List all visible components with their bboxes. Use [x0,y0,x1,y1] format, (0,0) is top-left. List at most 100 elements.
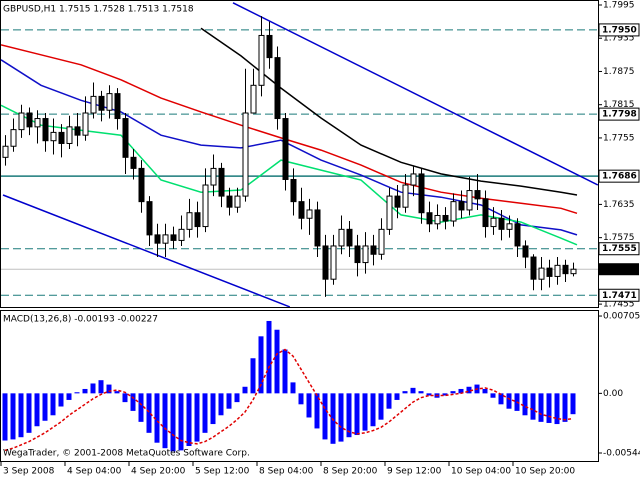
candle-body [226,195,233,208]
macd-bar [410,387,416,394]
macd-bar [442,393,448,396]
candle-body [18,112,25,131]
x-tick-label: 4 Sep 20:00 [131,467,186,477]
macd-bar [322,393,328,440]
macd-bar [490,393,496,398]
candle-body [266,34,273,59]
candle-body [410,173,417,186]
candle-body [530,256,537,280]
macd-bar [274,329,280,394]
macd-bar [554,393,560,425]
candle-body [442,214,449,222]
macd-bar [74,392,80,394]
moving-average [200,27,578,196]
macd-bar [82,388,88,394]
macd-bar [530,393,536,420]
macd-bar [98,380,104,394]
y-tick-label: 1.7815 [603,100,635,110]
candle-body [170,234,177,241]
candle-body [186,212,193,230]
level-label-box [598,169,640,183]
y-tick-label: -0.00544 [603,449,640,459]
x-tick-label: 8 Sep 04:00 [259,467,314,477]
candle-body [546,267,553,277]
candle-body [250,84,257,114]
y-tick-label: 0.00705 [603,312,640,322]
candle-body [298,201,305,219]
candle-body [514,223,521,247]
candle-body [378,228,385,255]
macd-bar [26,393,32,433]
macd-bar [170,393,176,452]
macd-bar [498,393,504,405]
macd-bar [466,386,472,394]
candle-body [114,93,121,120]
macd-bar [226,393,232,409]
macd-bar [242,386,248,394]
candle-body [106,93,113,111]
macd-bar [562,393,568,422]
candle-body [562,264,569,275]
level-label-box [598,288,640,302]
signal-line [4,348,574,452]
candle-body [274,57,281,120]
macd-pane [0,310,599,462]
macd-bar [178,393,184,451]
macd-bar [450,391,456,394]
macd-bar [90,383,96,394]
y-tick-label: 0.00 [603,389,623,399]
candle-body [50,131,57,142]
macd-bar [338,393,344,442]
bid-label-box [599,263,639,276]
candle-body [450,201,457,222]
level-label: 1.7798 [602,110,637,120]
macd-bar [282,349,288,394]
macd-bar [130,393,136,411]
macd-bar [106,384,112,394]
candle-body [202,184,209,228]
macd-bar [314,393,320,429]
candle-body [162,234,169,244]
candle-body [178,228,185,241]
y-tick-label: 1.7995 [603,0,635,10]
candle-body [210,167,217,186]
candle-body [258,34,265,86]
candle-body [2,145,9,158]
candle-body [306,209,313,219]
candle-body [218,167,225,197]
level-label-box [598,107,640,121]
candle-body [74,126,81,136]
candle-body [474,190,481,200]
macd-bar [378,393,384,420]
candle-body [314,209,321,247]
candle-body [82,112,89,136]
macd-bar [154,393,160,443]
macd-bar [114,391,120,394]
macd-bar [42,393,48,421]
macd-bar [66,393,72,400]
macd-bar [10,393,16,440]
macd-bar [538,393,544,422]
candle-body [346,228,353,247]
trend-line [2,194,291,307]
level-label: 1.7950 [602,25,637,35]
candle-body [434,214,441,225]
macd-bar [2,393,8,441]
macd-bar [298,393,304,405]
candle-body [370,245,377,255]
candle-body [354,245,361,264]
macd-bar [370,393,376,427]
copyright: WegaTrader, © 2001-2008 MetaQuotes Softw… [3,449,250,459]
candle-body [362,245,369,264]
level-label-box [598,23,640,37]
y-tick-label: 1.7455 [603,300,635,310]
macd-bar [194,393,200,442]
candle-body [194,212,201,228]
moving-average [1,44,578,215]
y-tick-label: 1.7875 [603,67,635,77]
candle-body [554,264,561,277]
candle-body [490,217,497,228]
macd-bar [146,393,152,433]
macd-bar [546,393,552,423]
candle-body [26,112,33,128]
